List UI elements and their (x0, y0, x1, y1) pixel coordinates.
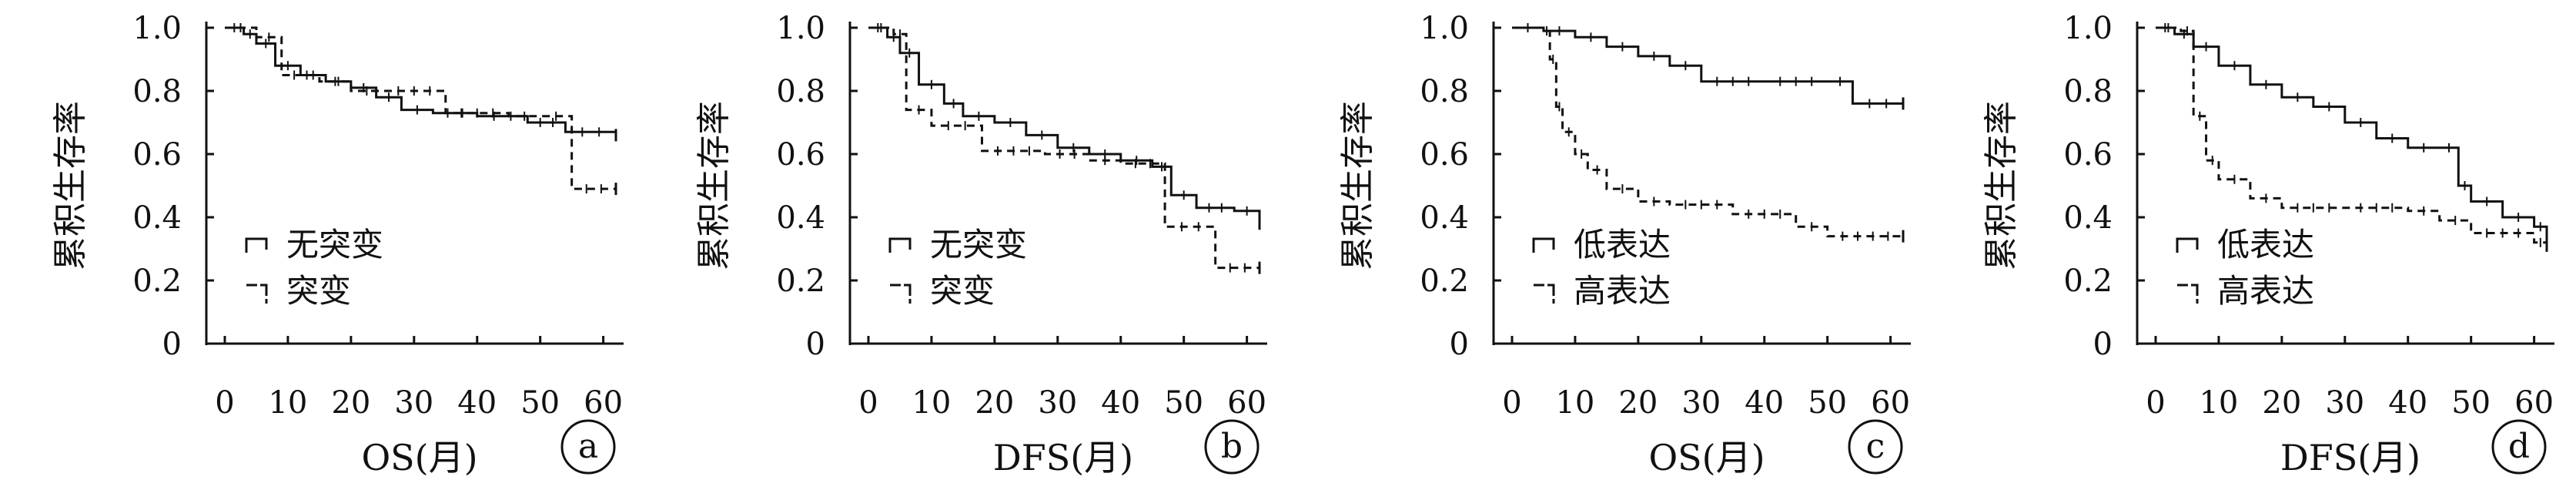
x-tick-label: 30 (1681, 385, 1721, 421)
legend-label-2: 突变 (930, 272, 995, 310)
y-axis-label: 累积生存率 (1982, 101, 2021, 270)
y-tick-label: 0.4 (2063, 200, 2113, 236)
x-tick-label: 60 (1871, 385, 1910, 421)
panel-d: 1.0 0.8 0.6 0.4 0.2 00 10 20 30 40 50 60 累积生存率 DFS(月)… (1982, 11, 2554, 478)
x-tick-label: 20 (2262, 385, 2301, 421)
legend-label-1: 低表达 (1574, 226, 1671, 263)
x-tick-label: 60 (584, 385, 623, 421)
y-tick-label: 0.4 (1420, 200, 1469, 236)
series-line-2 (868, 26, 1260, 270)
x-tick-label: 0 (215, 385, 234, 421)
y-tick-label: 0.2 (2063, 263, 2113, 299)
y-axis-label: 累积生存率 (1338, 101, 1377, 270)
x-axis-label: DFS(月) (993, 437, 1133, 478)
x-tick-label: 20 (1618, 385, 1658, 421)
y-tick-label: 1.0 (1420, 11, 1469, 46)
y-tick-label: 0 (806, 327, 825, 362)
series-line-1 (868, 26, 1261, 224)
y-tick-label: 0.6 (1420, 137, 1469, 173)
y-tick-label: 0.4 (776, 200, 825, 236)
y-tick-label: 0.2 (132, 263, 182, 299)
panel-letter-circle (2491, 419, 2547, 475)
x-axis-label: DFS(月) (2280, 437, 2420, 478)
y-tick-label: 0.6 (2063, 137, 2113, 173)
x-tick-label: 40 (457, 385, 497, 421)
legend-swatch-1 (1532, 237, 1555, 253)
y-tick-label: 0.8 (1420, 74, 1469, 109)
series-line-2 (1512, 26, 1903, 238)
panel-letter-circle (1204, 419, 1260, 475)
y-tick-label: 0 (1450, 327, 1469, 362)
legend-swatch-1 (245, 237, 268, 253)
legend-label-1: 低表达 (2217, 226, 2314, 263)
x-tick-label: 20 (331, 385, 370, 421)
y-axis-label: 累积生存率 (51, 101, 90, 270)
panel-letter: b (1221, 427, 1243, 466)
x-tick-label: 0 (2146, 385, 2165, 421)
x-tick-label: 10 (1555, 385, 1594, 421)
y-tick-label: 0.8 (132, 74, 182, 109)
legend-swatch-2 (890, 284, 912, 304)
y-tick-label: 0.2 (1420, 263, 1469, 299)
series-line-1 (2156, 26, 2548, 237)
panel-letter: a (578, 427, 598, 466)
series-line-1 (225, 26, 617, 136)
x-tick-label: 50 (520, 385, 560, 421)
legend-label-1: 无突变 (930, 226, 1027, 263)
y-tick-label: 0 (2093, 327, 2113, 362)
x-tick-label: 10 (268, 385, 307, 421)
x-axis-label: OS(月) (1648, 437, 1765, 478)
panel-b: 1.0 0.8 0.6 0.4 0.2 00 10 20 30 40 50 60 累积生存率 DFS(月)… (694, 11, 1267, 478)
y-tick-label: 0.4 (132, 200, 182, 236)
series-line-2 (2156, 26, 2548, 246)
legend-swatch-1 (2176, 237, 2199, 253)
y-tick-label: 0.6 (132, 137, 182, 173)
series-line-2 (225, 26, 616, 190)
x-axis-label: OS(月) (361, 437, 477, 478)
x-tick-label: 50 (1808, 385, 1847, 421)
x-tick-label: 0 (1502, 385, 1521, 421)
legend-label-2: 高表达 (1574, 272, 1671, 310)
legend-label-1: 无突变 (286, 226, 383, 263)
x-tick-label: 10 (912, 385, 951, 421)
panel-c: 1.0 0.8 0.6 0.4 0.2 00 10 20 30 40 50 60 累积生存率 OS(月) c… (1338, 11, 1911, 478)
x-tick-label: 30 (1038, 385, 1077, 421)
legend-label-2: 突变 (286, 272, 351, 310)
y-tick-label: 0.2 (776, 263, 825, 299)
panel-letter-circle (560, 419, 616, 475)
y-tick-label: 0.6 (776, 137, 825, 173)
panel-letter-circle (1848, 419, 1903, 475)
x-tick-label: 60 (1227, 385, 1266, 421)
y-tick-label: 1.0 (776, 11, 825, 46)
x-tick-label: 10 (2199, 385, 2238, 421)
legend-swatch-2 (1534, 284, 1555, 304)
x-tick-label: 40 (1745, 385, 1784, 421)
x-tick-label: 30 (2325, 385, 2364, 421)
panel-letter: d (2508, 427, 2530, 466)
y-tick-label: 1.0 (132, 11, 182, 46)
legend-swatch-2 (2177, 284, 2199, 304)
y-tick-label: 0.8 (776, 74, 825, 109)
x-tick-label: 40 (2388, 385, 2427, 421)
y-tick-label: 0.8 (2063, 74, 2113, 109)
x-tick-label: 50 (2451, 385, 2491, 421)
panel-a: 1.0 0.8 0.6 0.4 0.2 00 10 20 30 40 50 60 累积生存率 OS(月) a… (51, 11, 624, 478)
x-tick-label: 30 (394, 385, 433, 421)
legend-label-2: 高表达 (2217, 272, 2314, 310)
x-tick-label: 40 (1101, 385, 1140, 421)
series-line-1 (1512, 26, 1903, 105)
y-tick-label: 0 (162, 327, 182, 362)
x-tick-label: 20 (975, 385, 1014, 421)
y-tick-label: 1.0 (2063, 11, 2113, 46)
x-tick-label: 60 (2514, 385, 2554, 421)
legend-swatch-2 (246, 284, 268, 304)
y-axis-label: 累积生存率 (694, 101, 734, 270)
x-tick-label: 0 (858, 385, 878, 421)
x-tick-label: 50 (1164, 385, 1203, 421)
legend-swatch-1 (888, 237, 912, 253)
panel-letter: c (1866, 427, 1885, 466)
